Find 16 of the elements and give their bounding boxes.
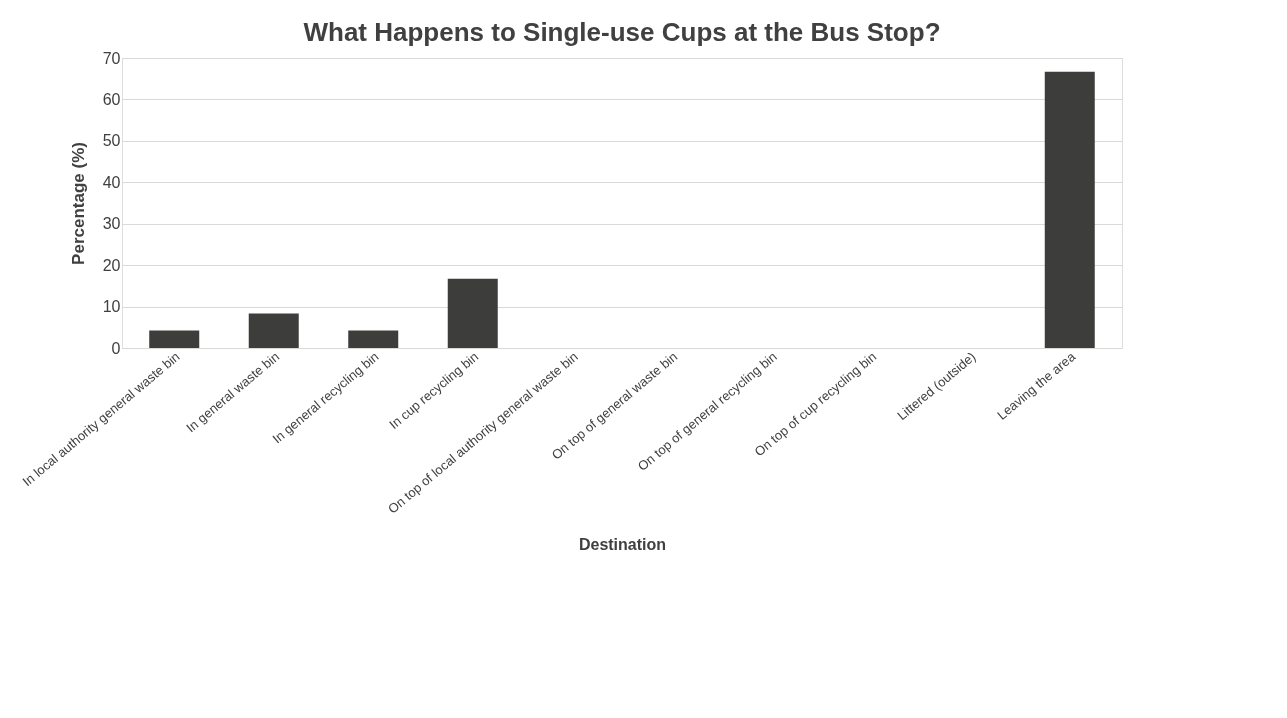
bar [248,313,299,348]
y-axis-title: Percentage (%) [68,142,88,265]
y-tick-label: 30 [102,215,121,233]
y-tick-label: 40 [102,173,121,191]
y-tick-label: 10 [102,298,121,316]
y-tick-label: 60 [102,90,121,108]
y-tick-label: 70 [102,49,121,67]
y-tick-label: 20 [102,256,121,274]
bar [149,330,200,348]
bar [348,330,399,348]
bar [447,278,498,348]
y-tick-label: 0 [111,339,121,357]
bar [1044,71,1095,348]
y-tick-label: 50 [102,132,121,150]
chart-title: What Happens to Single-use Cups at the Bus Stop? [303,17,941,47]
x-axis-title: Destination [578,535,667,553]
